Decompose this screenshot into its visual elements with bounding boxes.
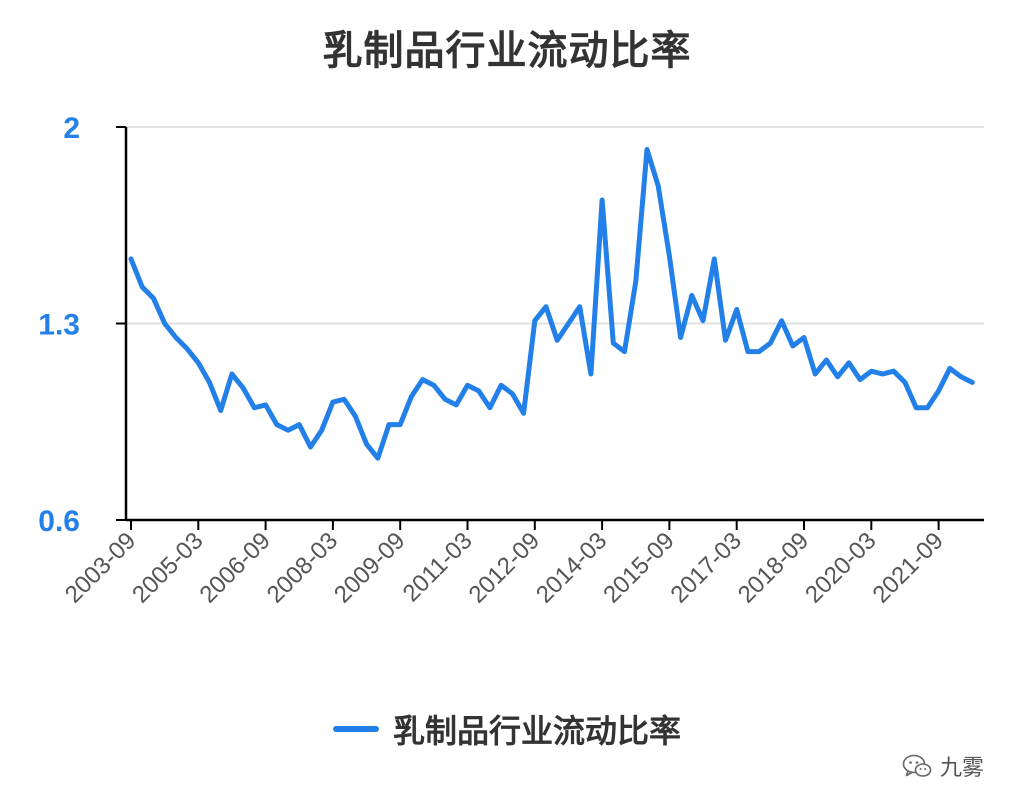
grid-lines (116, 126, 984, 521)
x-tick-label: 2017-03 (666, 527, 747, 608)
y-tick-label: 0.6 (38, 505, 80, 538)
x-tick-label: 2012-09 (464, 527, 545, 608)
series-layer (128, 147, 975, 461)
x-tick-label: 2021-09 (867, 527, 948, 608)
x-tick-label: 2014-03 (531, 527, 612, 608)
legend: 乳制品行业流动比率 (0, 706, 1014, 752)
series-line (128, 147, 975, 461)
x-tick-label: 2003-09 (60, 527, 141, 608)
legend-swatch (332, 726, 379, 732)
y-tick-label: 2 (63, 112, 80, 145)
axes (124, 127, 984, 530)
y-tick-labels: 0.6 1.3 2 (38, 112, 80, 538)
watermark: 九雾 (902, 750, 984, 782)
y-tick-label: 1.3 (38, 309, 80, 342)
x-tick-label: 2008-03 (262, 527, 343, 608)
wechat-icon (902, 754, 932, 777)
x-tick-label: 2015-09 (598, 527, 679, 608)
watermark-text: 九雾 (939, 756, 984, 781)
x-tick-label: 2006-09 (194, 527, 275, 608)
chart-title: 乳制品行业流动比率 (322, 28, 692, 74)
x-tick-label: 2011-03 (398, 527, 478, 607)
x-tick-label: 2009-09 (329, 527, 410, 608)
x-tick-label: 2005-03 (127, 527, 208, 608)
legend-label: 乳制品行业流动比率 (392, 712, 681, 750)
x-tick-label: 2018-09 (733, 527, 814, 608)
x-tick-labels: 2003-092005-032006-092008-032009-092011-… (60, 527, 949, 608)
x-tick-label: 2020-03 (800, 527, 881, 608)
